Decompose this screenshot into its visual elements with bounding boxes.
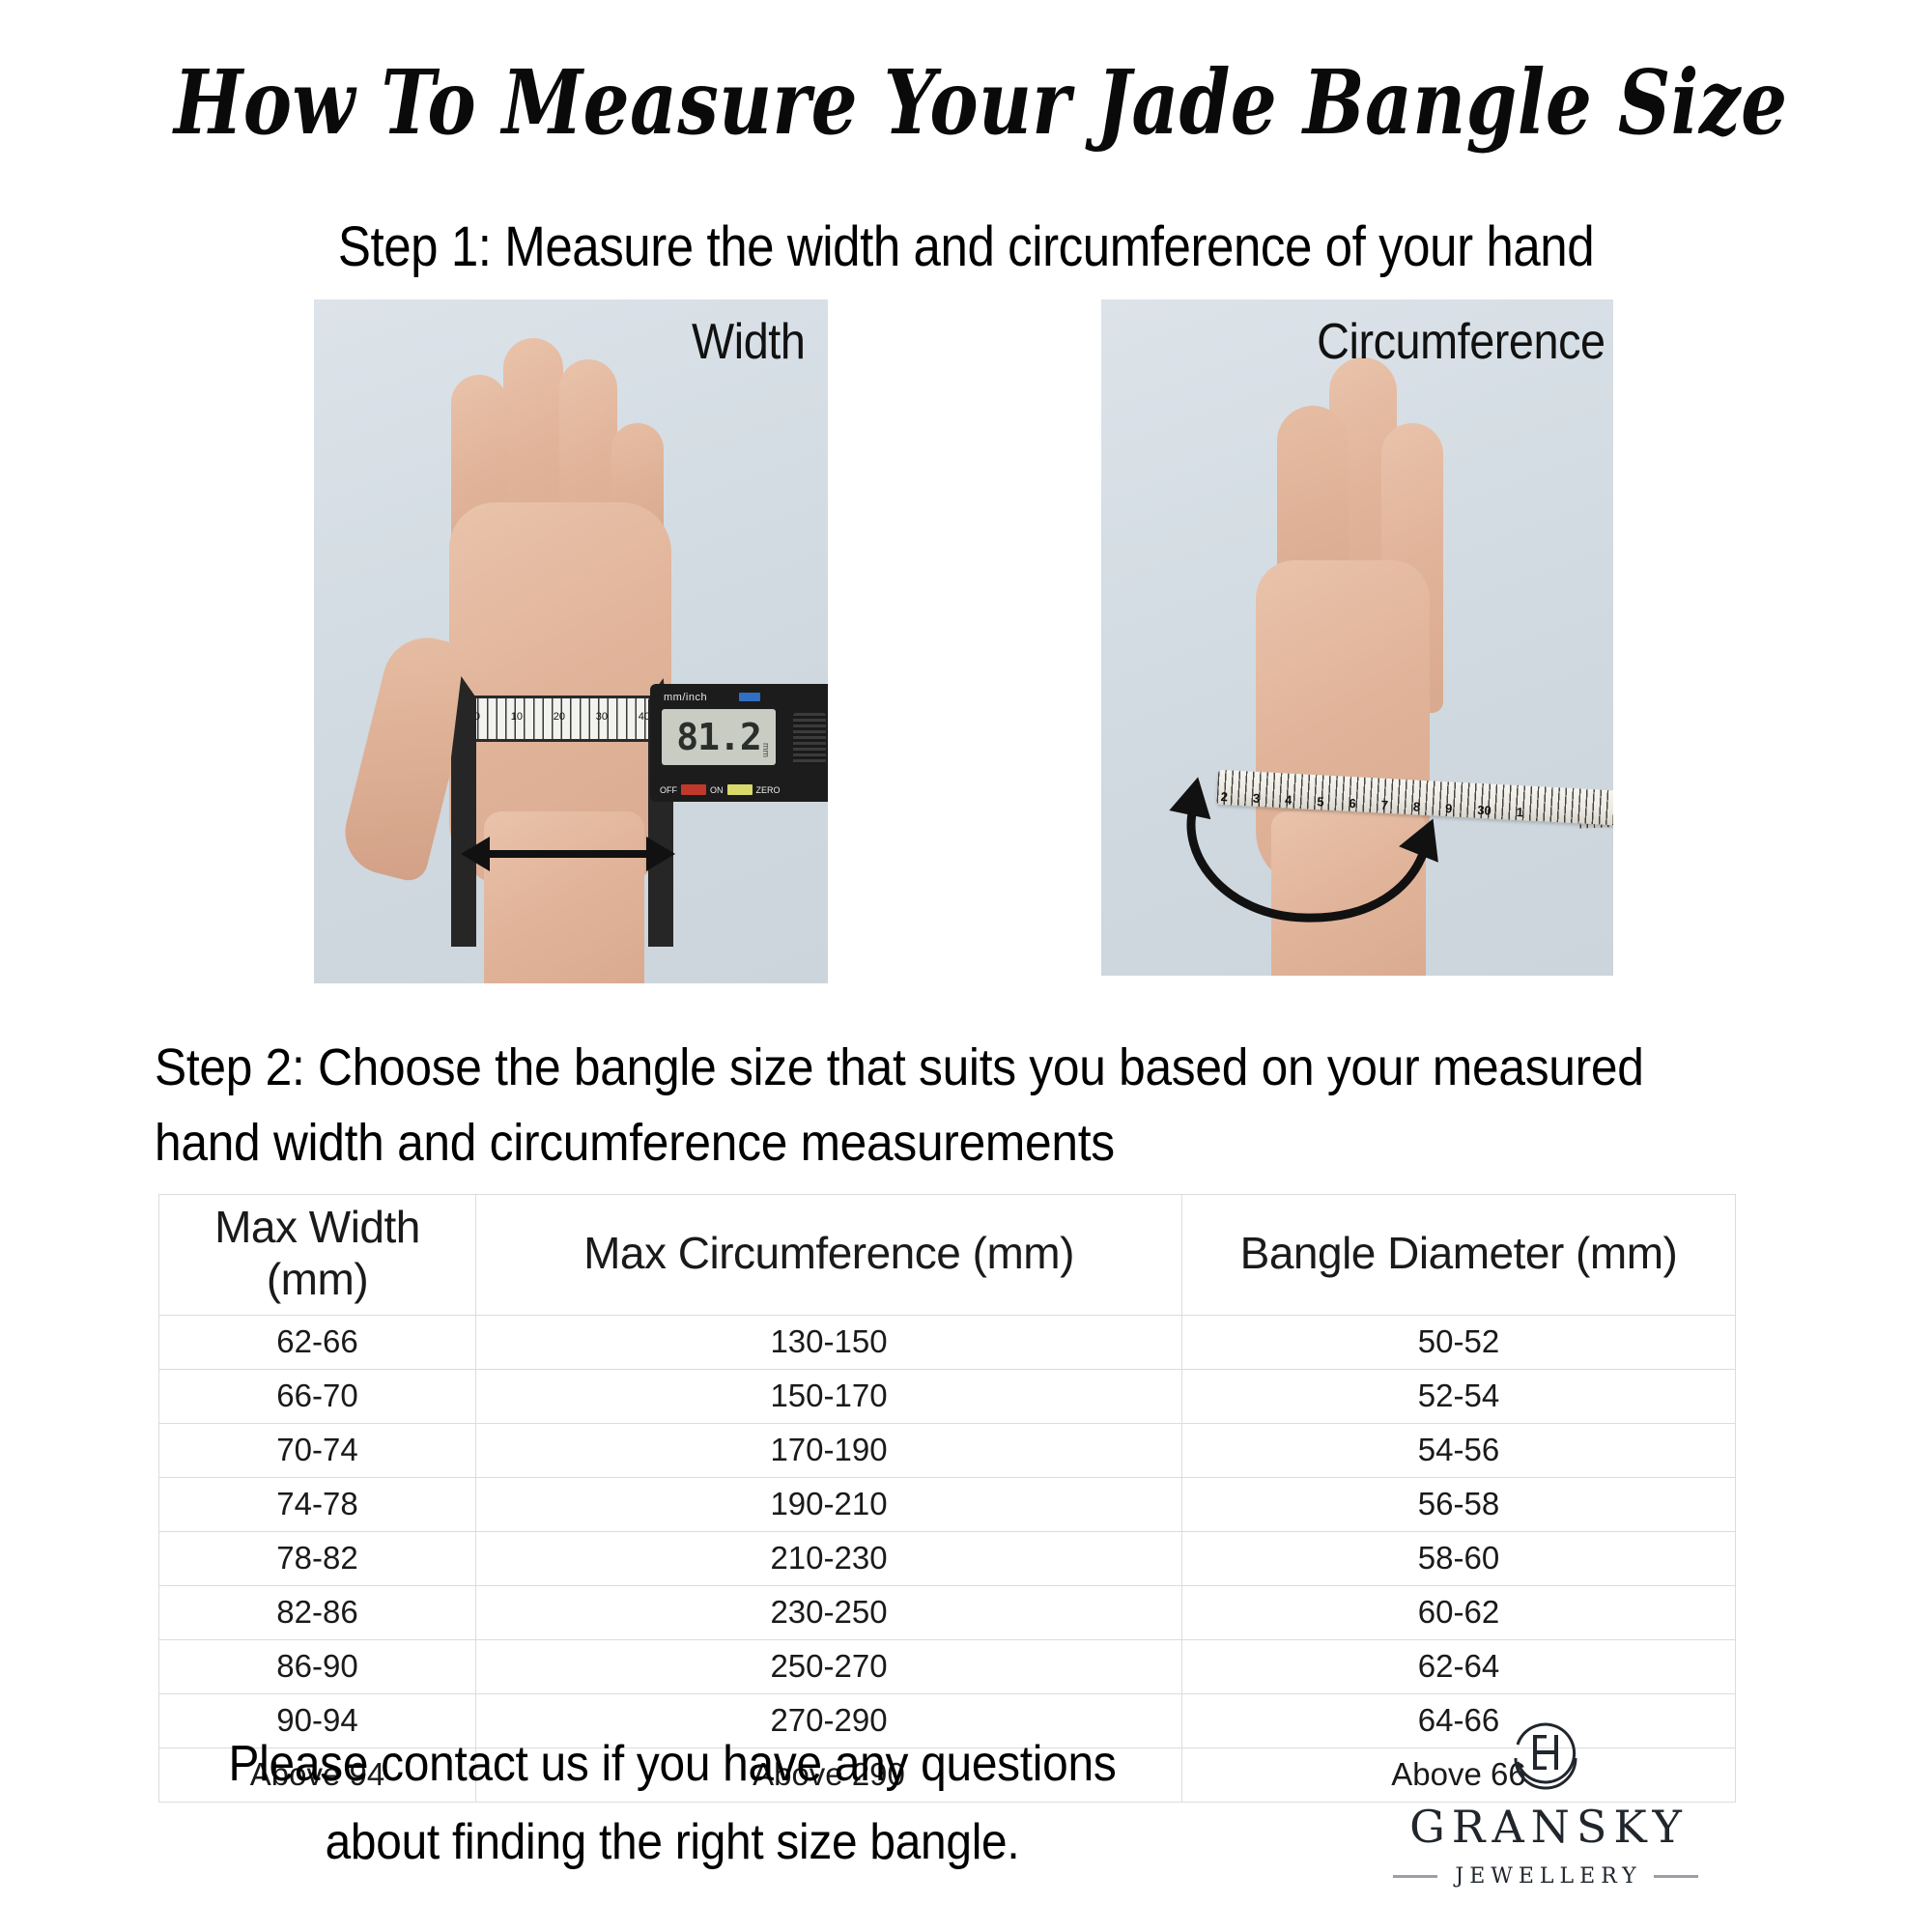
- table-row: 86-90 250-270 62-64: [158, 1639, 1736, 1694]
- table-cell: 58-60: [1181, 1531, 1736, 1586]
- table-cell: 54-56: [1181, 1423, 1736, 1478]
- column-header-max-width: Max Width (mm): [158, 1194, 476, 1316]
- table-body: 62-66 130-150 50-52 66-70 150-170 52-54 70-74 1…: [158, 1315, 1736, 1803]
- table-header: Max Width (mm) Max Circumference (mm) Ba…: [158, 1194, 1736, 1316]
- contact-line-2: about finding the right size bangle.: [325, 1813, 1020, 1870]
- step-1-instruction: Step 1: Measure the width and circumfere…: [337, 215, 1595, 278]
- table-cell: Above 66: [1181, 1747, 1736, 1803]
- caliper-zero-button[interactable]: [726, 784, 753, 795]
- step-2-line-1: Step 2: Choose the bangle size that suit…: [155, 1038, 1644, 1096]
- logo-brand-name: GRANSKY: [1409, 1801, 1689, 1853]
- caliper-tick-30: 30: [595, 711, 608, 723]
- hand-illustration-circumference: [1101, 299, 1613, 976]
- tape-tick-30: 30: [1476, 802, 1492, 818]
- hand-illustration-width: [314, 299, 828, 983]
- table-cell: 62-64: [1181, 1639, 1736, 1694]
- caliper-off-label: OFF: [660, 784, 677, 795]
- table-cell: 52-54: [1181, 1369, 1736, 1424]
- caliper-display-unit: mm: [761, 743, 771, 757]
- caliper-display: 81.2 mm: [662, 709, 776, 765]
- table-cell: 150-170: [475, 1369, 1182, 1424]
- logo-monogram-icon: [1504, 1712, 1587, 1795]
- logo-subtitle: JEWELLERY: [1455, 1864, 1642, 1889]
- caliper-on-label: ON: [710, 784, 724, 795]
- caliper-body: mm/inch 81.2 mm OFF ON ZERO: [650, 684, 828, 802]
- table-cell: 170-190: [475, 1423, 1182, 1478]
- table-row: 90-94 270-290 64-66: [158, 1693, 1736, 1748]
- bangle-size-table: Max Width (mm) Max Circumference (mm) Ba…: [158, 1194, 1736, 1803]
- contact-message: Please contact us if you have any questi…: [184, 1725, 1161, 1881]
- table-cell: 74-78: [158, 1477, 476, 1532]
- caliper-tick-20: 20: [553, 711, 565, 723]
- logo-rule-left: [1393, 1875, 1438, 1878]
- contact-line-1: Please contact us if you have any questi…: [228, 1736, 1117, 1792]
- step-2-instruction: Step 2: Choose the bangle size that suit…: [155, 1030, 1665, 1181]
- table-cell: Above 290: [475, 1747, 1182, 1803]
- caliper-tick-10: 10: [510, 711, 523, 723]
- table-cell: 90-94: [158, 1693, 476, 1748]
- logo-subtitle-row: JEWELLERY: [1372, 1864, 1719, 1889]
- photo-hand-circumference: 2 3 4 5 6 7 8 9 30 1 Circumference: [1101, 299, 1613, 976]
- table-cell: Above 94: [158, 1747, 476, 1803]
- caliper-brand-chip: [739, 693, 760, 701]
- table-cell: 270-290: [475, 1693, 1182, 1748]
- photo-hand-width: 0 10 20 30 40 50 60 70 80 150 mm/inch 81…: [314, 299, 828, 983]
- table-cell: 130-150: [475, 1315, 1182, 1370]
- photo-label-circumference: Circumference: [1317, 314, 1606, 370]
- circumference-arrow-icon: [1169, 777, 1438, 923]
- table-cell: 210-230: [475, 1531, 1182, 1586]
- table-cell: 50-52: [1181, 1315, 1736, 1370]
- caliper-reading: 81.2: [676, 716, 762, 758]
- caliper-tick-40: 40: [638, 711, 650, 723]
- table-cell: 190-210: [475, 1477, 1182, 1532]
- width-measure-arrow: [484, 850, 656, 858]
- column-header-max-circumference: Max Circumference (mm): [475, 1194, 1182, 1316]
- table-row: 66-70 150-170 52-54: [158, 1369, 1736, 1424]
- table-cell: 86-90: [158, 1639, 476, 1694]
- table-cell: 60-62: [1181, 1585, 1736, 1640]
- table-cell: 62-66: [158, 1315, 476, 1370]
- table-header-row: Max Width (mm) Max Circumference (mm) Ba…: [158, 1194, 1736, 1316]
- table-row: 78-82 210-230 58-60: [158, 1531, 1736, 1586]
- page-title: How To Measure Your Jade Bangle Size: [174, 50, 1788, 155]
- table-cell: 230-250: [475, 1585, 1182, 1640]
- wrist: [484, 811, 644, 983]
- photo-label-width: Width: [691, 314, 806, 370]
- wrist: [1271, 811, 1426, 976]
- caliper-zero-label: ZERO: [755, 784, 781, 795]
- table-row: 74-78 190-210 56-58: [158, 1477, 1736, 1532]
- table-row: 82-86 230-250 60-62: [158, 1585, 1736, 1640]
- table-row: 70-74 170-190 54-56: [158, 1423, 1736, 1478]
- brand-logo: GRANSKY JEWELLERY: [1372, 1712, 1719, 1889]
- caliper-power-button[interactable]: [681, 784, 706, 795]
- table-cell: 78-82: [158, 1531, 476, 1586]
- step-2-line-2: hand width and circumference measurement…: [155, 1114, 1115, 1173]
- column-header-bangle-diameter: Bangle Diameter (mm): [1181, 1194, 1736, 1316]
- table-cell: 70-74: [158, 1423, 476, 1478]
- table-cell: 250-270: [475, 1639, 1182, 1694]
- table-row: 62-66 130-150 50-52: [158, 1315, 1736, 1370]
- caliper-thumbwheel[interactable]: [793, 713, 826, 765]
- caliper-tick-0: 0: [473, 711, 480, 723]
- table-row: Above 94 Above 290 Above 66: [158, 1747, 1736, 1803]
- caliper-button-row: OFF ON ZERO: [660, 784, 783, 795]
- caliper-unit-label: mm/inch: [664, 692, 708, 703]
- tape-tick-31: 1: [1516, 804, 1524, 820]
- table-cell: 66-70: [158, 1369, 476, 1424]
- table-cell: 82-86: [158, 1585, 476, 1640]
- table-cell: 56-58: [1181, 1477, 1736, 1532]
- arrow-head-right-icon: [646, 837, 675, 871]
- logo-rule-right: [1653, 1875, 1698, 1878]
